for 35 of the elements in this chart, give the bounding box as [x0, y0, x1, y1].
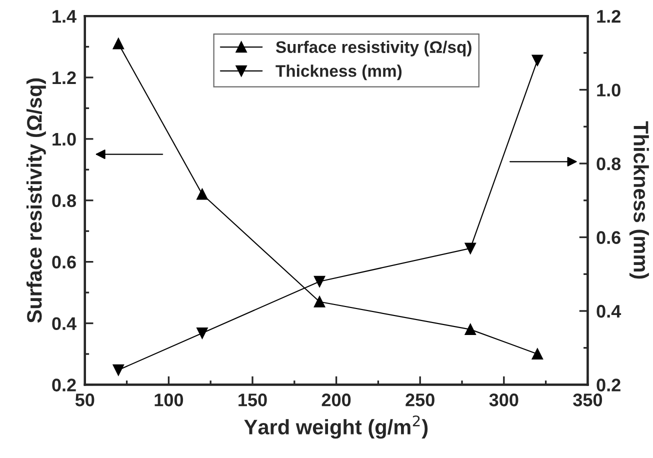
x-tick-label: 100	[154, 394, 184, 406]
point	[112, 364, 124, 376]
x-tick-label: 350	[573, 394, 602, 406]
point	[464, 324, 476, 335]
x-tick-label: 250	[406, 394, 434, 406]
y2-tick-label: 0.4	[596, 304, 622, 318]
y2-axis-title: Thickness (mm)	[629, 121, 649, 279]
point	[532, 54, 543, 66]
legend-label: Surface resistivity (Ω/sq)	[276, 40, 472, 56]
y-tick-label: 1.4	[52, 10, 76, 23]
x-tick-label: 150	[238, 394, 267, 406]
y2-tick-label: 0.8	[596, 157, 621, 170]
legend-label: Thickness (mm)	[276, 64, 402, 80]
point	[196, 328, 208, 339]
y-tick-label: 0.4	[52, 317, 76, 330]
y-tick-label: 0.6	[52, 256, 76, 269]
point	[464, 242, 476, 254]
point	[196, 188, 208, 200]
point	[314, 276, 326, 288]
point	[532, 348, 543, 360]
x-tick-label: 50	[75, 394, 94, 406]
x-axis-title: Yard weight (g/m$^{2}$)	[244, 415, 428, 439]
y-tick-label: 1.2	[52, 71, 76, 84]
y2-tick-label: 1.2	[597, 10, 620, 23]
x-tick-label: 300	[489, 394, 518, 406]
y-tick-label: 0.8	[52, 194, 76, 208]
y-axis-title: Surface resistivity (Ω/sq)	[26, 78, 46, 323]
y2-tick-label: 1.0	[597, 84, 620, 96]
point	[314, 296, 326, 308]
y-tick-label: 1.0	[52, 132, 76, 146]
y-tick-label: 0.2	[52, 378, 76, 392]
x-tick-label: 200	[322, 394, 351, 406]
y2-tick-label: 0.2	[596, 378, 620, 392]
y2-tick-label: 0.6	[596, 231, 620, 244]
point	[112, 38, 124, 50]
